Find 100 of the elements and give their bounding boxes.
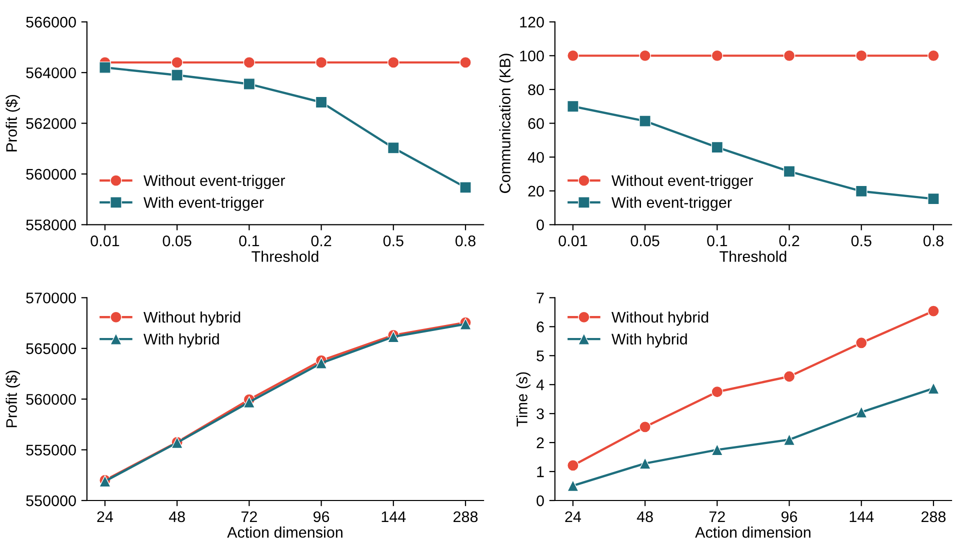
legend-label: With event-trigger [612,196,732,211]
y-tick-label: 4 [536,380,544,390]
y-tick-label: 550000 [26,495,76,506]
y-tick-label: 1 [537,466,544,478]
point [855,185,868,198]
x-axis-title: Threshold [720,250,786,262]
x-tick-label: 24 [97,511,114,522]
x-tick-label: 144 [382,511,406,522]
y-tick-label: 564000 [26,67,76,78]
x-tick-label: 0.8 [923,236,944,246]
y-tick-label: 40 [528,152,544,163]
point [928,305,940,317]
point [315,96,328,108]
y-tick-label: 20 [528,186,544,197]
x-tick-label: 0.05 [162,236,192,246]
point [783,370,796,382]
y-tick-label: 555000 [26,444,76,456]
x-tick-label: 0.01 [558,236,588,246]
x-tick-label: 96 [314,511,330,522]
point [171,69,183,82]
x-tick-label: 288 [922,511,946,522]
x-tick-label: 0.5 [851,236,872,246]
point [783,434,796,446]
x-tick-label: 48 [636,511,653,522]
legend-label: With event-trigger [144,196,264,211]
y-tick-label: 558000 [26,220,76,230]
point [928,382,940,394]
y-tick-label: 560000 [26,168,76,180]
y-tick-label: 6 [536,322,544,332]
legend-label: Without hybrid [144,311,240,326]
point [315,56,328,68]
legend-label: With hybrid [612,333,687,348]
x-tick-label: 0.1 [239,236,260,246]
y-tick-label: 566000 [26,16,76,28]
point [99,62,111,74]
point [567,100,579,112]
y-tick-label: 570000 [26,292,76,304]
point [711,386,724,398]
point [460,182,472,194]
point [387,142,400,154]
x-tick-label: 72 [709,511,725,522]
y-axis-title: Time (s) [516,372,530,426]
y-tick-label: 5 [536,350,544,362]
x-tick-label: 0.2 [779,236,800,246]
y-tick-label: 2 [536,437,544,448]
point [243,78,256,90]
x-axis-title: Action dimension [227,526,342,538]
point [567,50,579,62]
point [711,444,724,456]
point [928,50,940,62]
y-tick-label: 565000 [26,343,76,354]
point [567,480,579,492]
x-tick-label: 288 [454,511,478,522]
point [460,56,472,68]
point [639,458,651,470]
point [387,56,400,68]
point [315,357,328,370]
x-tick-label: 96 [781,511,798,522]
x-tick-label: 24 [565,511,581,522]
point [171,56,183,68]
x-tick-label: 144 [850,511,874,522]
point [567,460,579,472]
y-axis-title: Profit ($) [6,370,20,428]
legend-label: Without event-trigger [144,174,286,190]
point [783,166,796,178]
y-tick-label: 80 [528,84,544,96]
point [855,50,868,62]
x-tick-label: 0.8 [455,236,476,246]
y-tick-label: 100 [520,50,544,62]
point [855,406,868,418]
point [243,56,256,68]
x-tick-label: 0.2 [311,236,332,246]
point [928,192,940,205]
y-tick-label: 60 [528,118,544,129]
y-axis-title: Communication (KB) [499,54,514,193]
x-axis-title: Threshold [252,250,318,262]
y-tick-label: 562000 [26,118,76,129]
x-tick-label: 48 [168,511,185,522]
point [639,50,651,62]
legend-label: Without event-trigger [612,174,753,190]
point [783,50,796,62]
legend-label: With hybrid [144,333,219,348]
x-axis-title: Action dimension [695,526,810,538]
x-tick-label: 0.05 [630,236,660,246]
y-tick-label: 3 [536,408,544,420]
y-tick-label: 120 [520,16,544,28]
legend-label: Without hybrid [612,311,708,326]
point [711,50,724,62]
y-tick-label: 0 [536,220,544,230]
point [639,115,651,127]
y-axis-title: Profit ($) [6,94,20,152]
point [855,336,868,349]
y-tick-label: 560000 [26,394,76,405]
y-tick-label: 7 [536,292,544,304]
point [243,396,256,408]
x-tick-label: 0.5 [383,236,404,246]
y-tick-label: 0 [536,495,544,506]
x-tick-label: 72 [241,511,257,522]
x-tick-label: 0.01 [90,236,120,246]
point [639,421,651,433]
